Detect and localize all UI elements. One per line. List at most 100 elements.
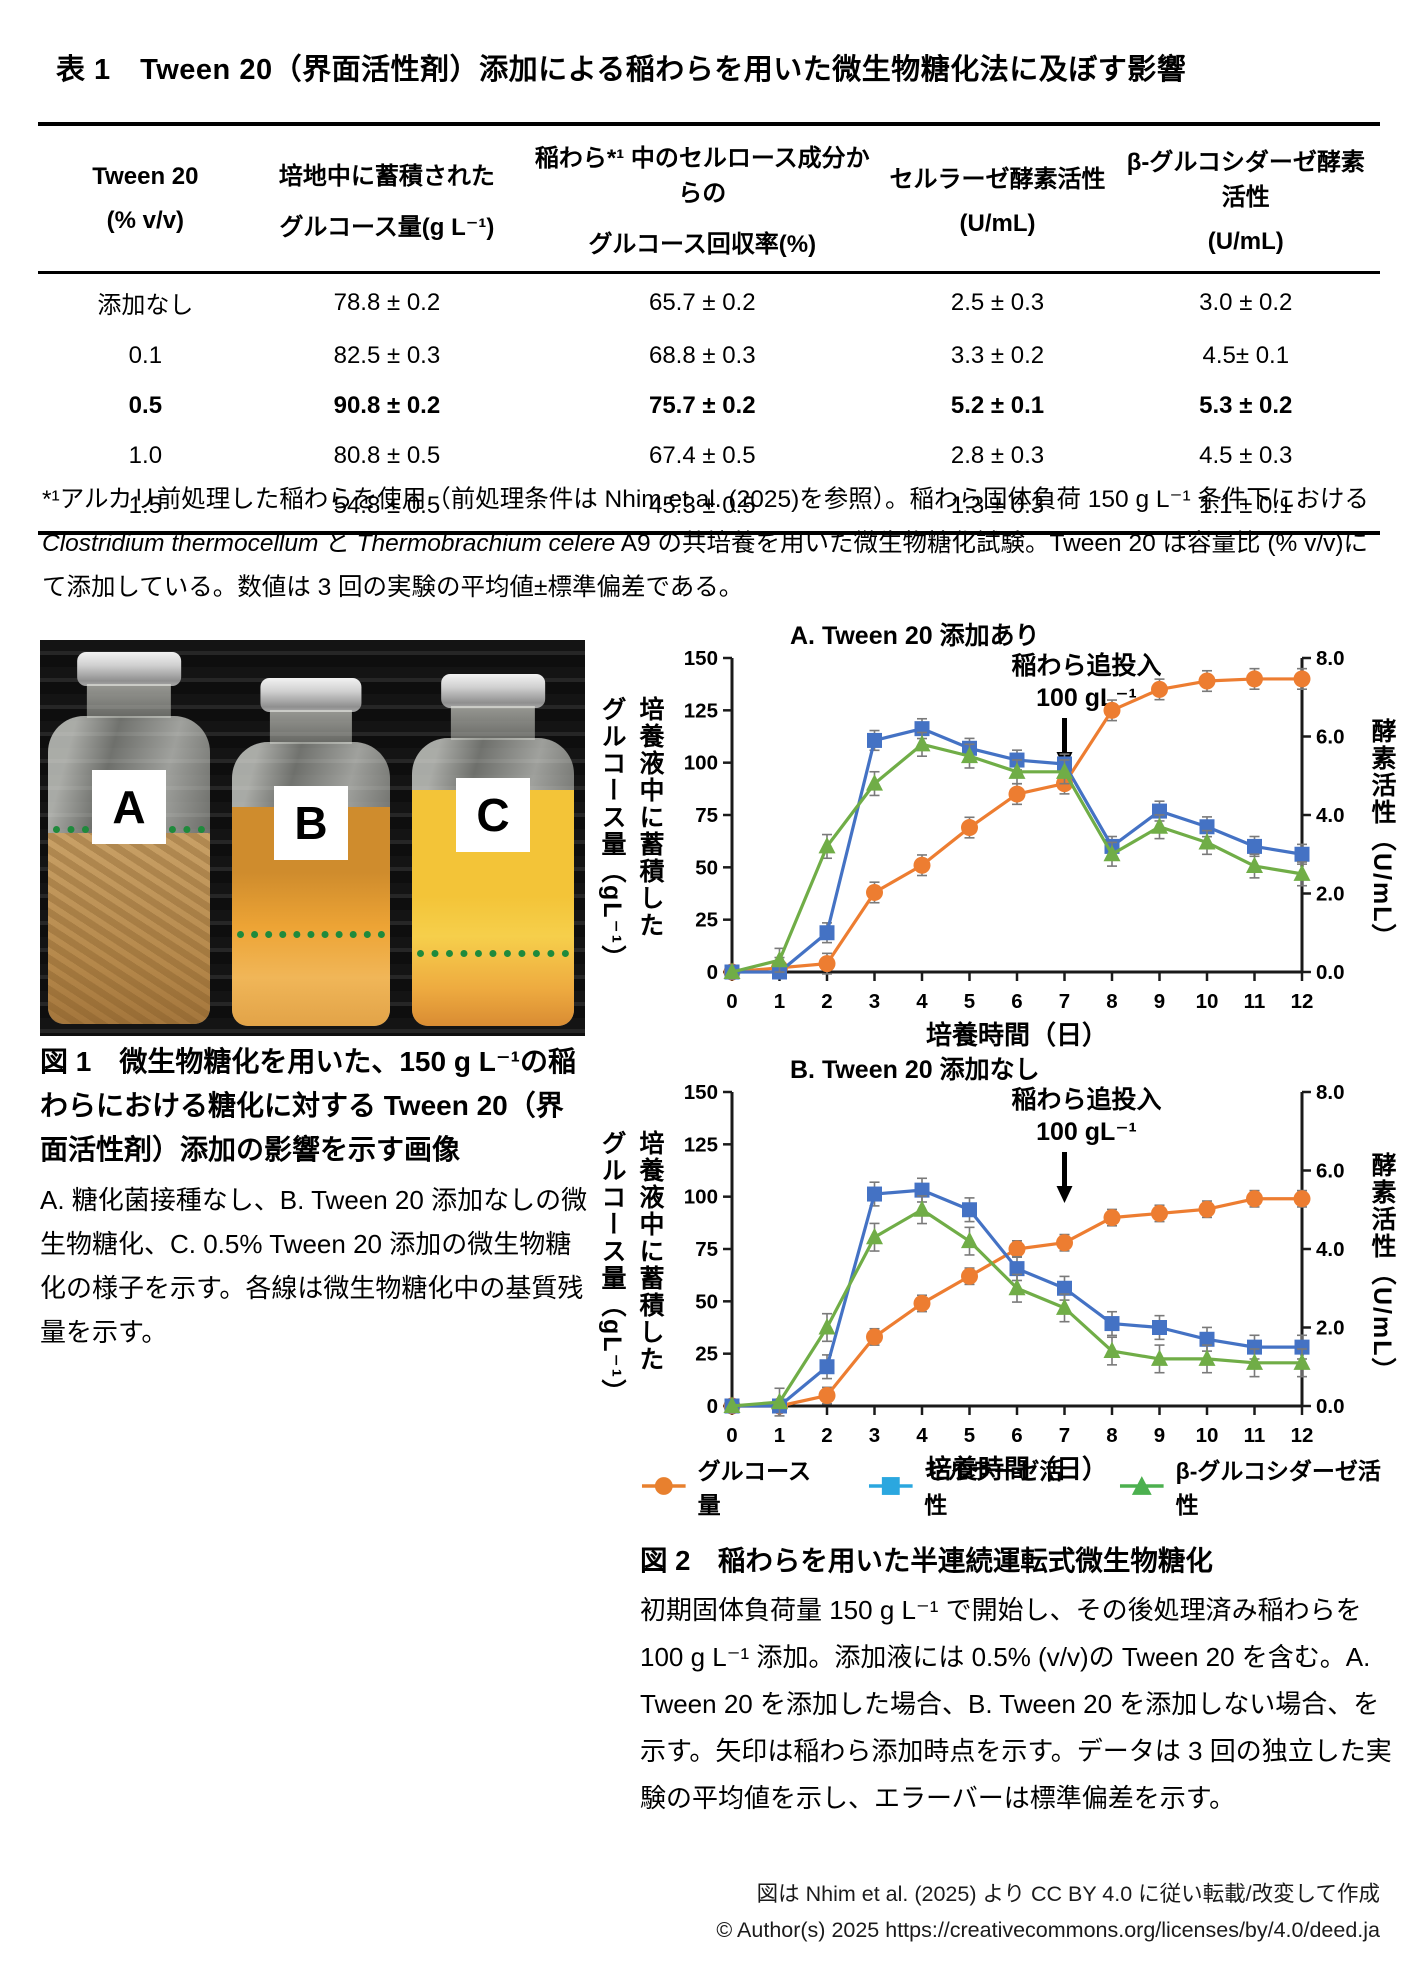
figure2-caption: 図 2 稲わらを用いた半連続運転式微生物糖化 初期固体負荷量 150 g L⁻¹… [640,1538,1402,1822]
svg-text:6: 6 [1011,1424,1022,1447]
circle-marker-icon [641,1477,686,1495]
table-cell: 2.5 ± 0.3 [950,288,1045,316]
table1-head: Tween 20 (% v/v) 培地中に蓄積された グルコース量(g L⁻¹) 稲わら… [38,124,1380,274]
table-row: 1.0 80.8 ± 0.5 67.4 ± 0.5 2.8 ± 0.3 4.5 ± 0.… [38,431,1380,481]
bottle-neck [269,710,353,744]
svg-text:7: 7 [1059,1424,1070,1447]
series-0-left [723,1189,1311,1415]
svg-text:B. Tween 20 添加なし: B. Tween 20 添加なし [790,1056,1040,1084]
svg-text:6.0: 6.0 [1316,1160,1345,1183]
straw-addition-annotation: 稲わら追投入 100 gL⁻¹ [1011,651,1162,769]
svg-text:150: 150 [684,1081,718,1104]
svg-text:3: 3 [869,990,880,1013]
svg-text:2: 2 [821,990,832,1013]
y-axis-right-label: 酵素活性（U/mL） [1368,1151,1396,1385]
table-cell: 90.8 ± 0.2 [333,392,441,419]
table-cell: 5.3 ± 0.2 [1199,392,1293,419]
table-cell: 4.5 ± 0.3 [1199,442,1293,469]
bottle-label: B [274,786,348,860]
figure1-caption-body: A. 糖化菌接種なし、B. Tween 20 添加なしの微生物糖化、C. 0.5… [40,1185,588,1347]
svg-text:12: 12 [1291,990,1314,1013]
svg-text:9: 9 [1154,990,1165,1013]
bottle-body [412,738,574,1026]
table-cell: 67.4 ± 0.5 [648,442,756,469]
figure2-caption-body: 初期固体負荷量 150 g L⁻¹ で開始し、その後処理済み稲わらを 100 g… [640,1595,1392,1813]
straw-fill [48,833,210,1024]
svg-text:0.0: 0.0 [1316,961,1345,984]
svg-text:10: 10 [1196,990,1219,1013]
svg-text:0.0: 0.0 [1316,1395,1345,1418]
table-cell: 1.1 ± 0.1 [1199,492,1293,519]
bottle-a: A [48,652,210,1024]
svg-text:50: 50 [695,856,718,879]
svg-text:0: 0 [726,1424,737,1447]
svg-text:100: 100 [684,752,718,775]
svg-text:6: 6 [1011,990,1022,1013]
table-header-row: Tween 20 (% v/v) 培地中に蓄積された グルコース量(g L⁻¹) 稲わら… [38,124,1380,274]
chart-panel-b: 培養液中に蓄積した グルコース量（gL⁻¹） B. Tween 20 添加なし 0 25… [588,1050,1410,1486]
bottle-b: B [232,678,390,1026]
svg-text:125: 125 [684,1133,718,1156]
y-axis-left-label: 培養液中に蓄積した グルコース量（gL⁻¹） [598,695,664,973]
legend-label: セルラーゼ活性 [924,1458,1063,1518]
series-2-right [723,1195,1311,1417]
svg-text:5: 5 [964,1424,975,1447]
table-cell: 80.8 ± 0.5 [333,442,441,469]
table-cell: 1.0 [128,442,163,469]
svg-text:0: 0 [726,990,737,1013]
table1-footnote: *¹アルカリ前処理した稲わらを使用（前処理条件は Nhim et al. (20… [42,478,1382,610]
bottle-label: A [92,770,166,844]
table-cell: 65.7 ± 0.2 [648,288,756,316]
svg-text:4.0: 4.0 [1316,804,1345,827]
table-row: 0.5 90.8 ± 0.2 75.7 ± 0.2 5.2 ± 0.1 5.3 ± 0.… [38,381,1380,431]
legend-label: グルコース量 [697,1458,811,1518]
table-header-cell: β-グルコシダーゼ酵素活性 (U/mL) [1111,124,1380,274]
footnote-text: と [318,530,357,557]
legend-label: β-グルコシダーゼ活性 [1175,1458,1381,1518]
table-header-cell: セルラーゼ酵素活性 (U/mL) [883,124,1112,274]
svg-text:5: 5 [964,990,975,1013]
bottle-neck [86,684,172,718]
svg-text:A. Tween 20 添加あり: A. Tween 20 添加あり [790,622,1040,650]
svg-text:150: 150 [684,647,718,670]
table-cell: 45.3 ± 0.5 [648,492,756,519]
svg-text:11: 11 [1244,990,1266,1013]
table-cell: 3.3 ± 0.2 [950,342,1045,369]
table1-body: 添加なし 78.8 ± 0.2 65.7 ± 0.2 2.5 ± 0.3 3.0 ± 0… [38,273,1380,534]
svg-text:稲わら追投入: 稲わら追投入 [1011,1085,1161,1114]
table-cell: 1.5 [128,492,163,519]
svg-text:75: 75 [695,1238,718,1261]
svg-text:4.0: 4.0 [1316,1238,1345,1261]
attribution-line1: 図は Nhim et al. (2025) より CC BY 4.0 に従い転載… [756,1882,1380,1906]
svg-text:8: 8 [1106,1424,1117,1447]
svg-text:125: 125 [684,699,718,722]
svg-text:1: 1 [774,1424,785,1447]
bottle-label: C [456,778,530,852]
chart-panel-a: 培養液中に蓄積した グルコース量（gL⁻¹） A. Tween 20 添加あり 0 2 5… [588,616,1410,1052]
svg-text:2.0: 2.0 [1316,883,1345,906]
svg-text:6.0: 6.0 [1316,726,1345,749]
svg-text:2.0: 2.0 [1316,1317,1345,1340]
svg-text:100: 100 [684,1186,718,1209]
table-cell: 0.1 [128,342,163,369]
substrate-level-line [237,930,385,938]
svg-text:75: 75 [695,804,718,827]
svg-text:12: 12 [1291,1424,1314,1447]
table1-container: Tween 20 (% v/v) 培地中に蓄積された グルコース量(g L⁻¹) 稲わら… [38,122,1380,535]
table-row: 0.1 82.5 ± 0.3 68.8 ± 0.3 3.3 ± 0.2 4.5± 0.1 [38,331,1380,381]
bottle-cap [260,678,362,712]
svg-text:10: 10 [1196,1424,1219,1447]
footnote-text: A9 の共培養を用いた微生物糖化試験。Tween 20 は容量比 (% v/v)… [42,530,1369,601]
bottle-c: C [412,674,574,1026]
svg-text:稲わら追投入: 稲わら追投入 [1011,651,1161,680]
table-cell: 78.8 ± 0.2 [333,288,441,316]
bottle-neck [450,706,536,740]
table-cell: 4.5± 0.1 [1202,342,1290,369]
table-cell: 1.3 ± 0.3 [950,492,1045,519]
svg-text:9: 9 [1154,1424,1165,1447]
svg-text:1: 1 [774,990,785,1013]
svg-text:100 gL⁻¹: 100 gL⁻¹ [1036,1118,1137,1146]
table-cell: 添加なし [97,292,194,319]
svg-text:11: 11 [1244,1424,1266,1447]
